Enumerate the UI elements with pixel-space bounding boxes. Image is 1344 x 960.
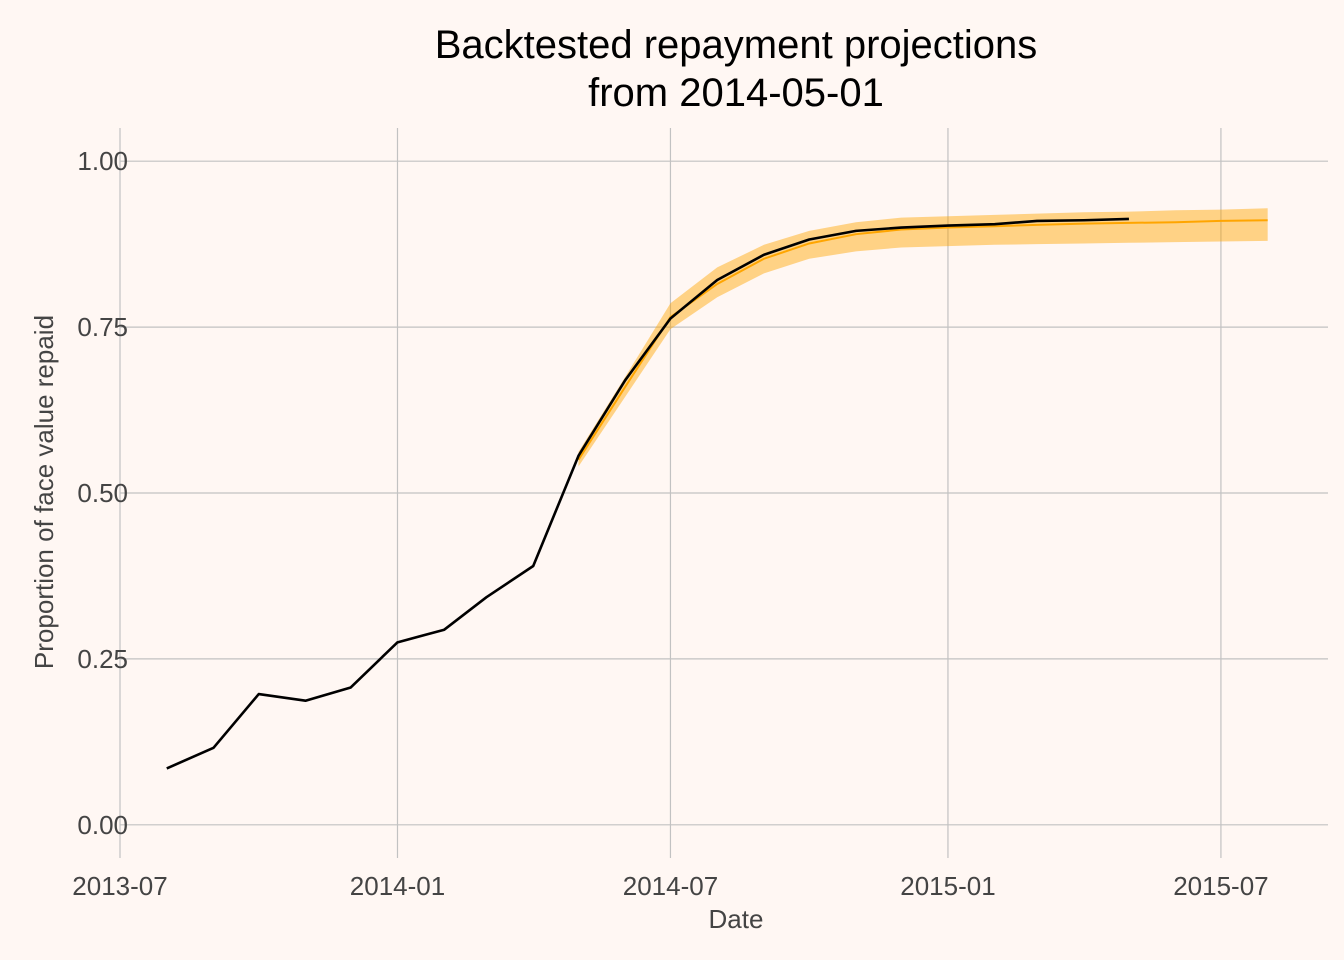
actual-repayment-line (166, 217, 1129, 770)
y-tick-label: 0.25 (77, 644, 128, 674)
y-gridlines (120, 160, 1328, 826)
chart-title-line-2: from 2014-05-01 (588, 71, 884, 115)
x-tick-label: 2015-01 (900, 871, 995, 901)
y-tick-label: 0.50 (77, 478, 128, 508)
x-tick-label: 2014-01 (350, 871, 445, 901)
x-tick-label: 2014-07 (623, 871, 718, 901)
x-tick-label: 2015-07 (1173, 871, 1268, 901)
y-tick-label: 0.75 (77, 312, 128, 342)
x-tick-label: 2013-07 (72, 871, 167, 901)
y-tick-labels: 0.00 0.25 0.50 0.75 1.00 (77, 146, 128, 840)
series-marks (166, 208, 1268, 770)
x-tick-labels: 2013-07 2014-01 2014-07 2015-01 2015-07 (72, 871, 1268, 901)
chart-title-line-1: Backtested repayment projections (435, 23, 1038, 67)
projection-line (577, 219, 1268, 461)
projection-confidence-band (578, 208, 1268, 467)
y-tick-label: 0.00 (77, 810, 128, 840)
y-axis-label: Proportion of face value repaid (29, 315, 59, 669)
y-tick-label: 1.00 (77, 146, 128, 176)
x-axis-label: Date (709, 904, 764, 934)
